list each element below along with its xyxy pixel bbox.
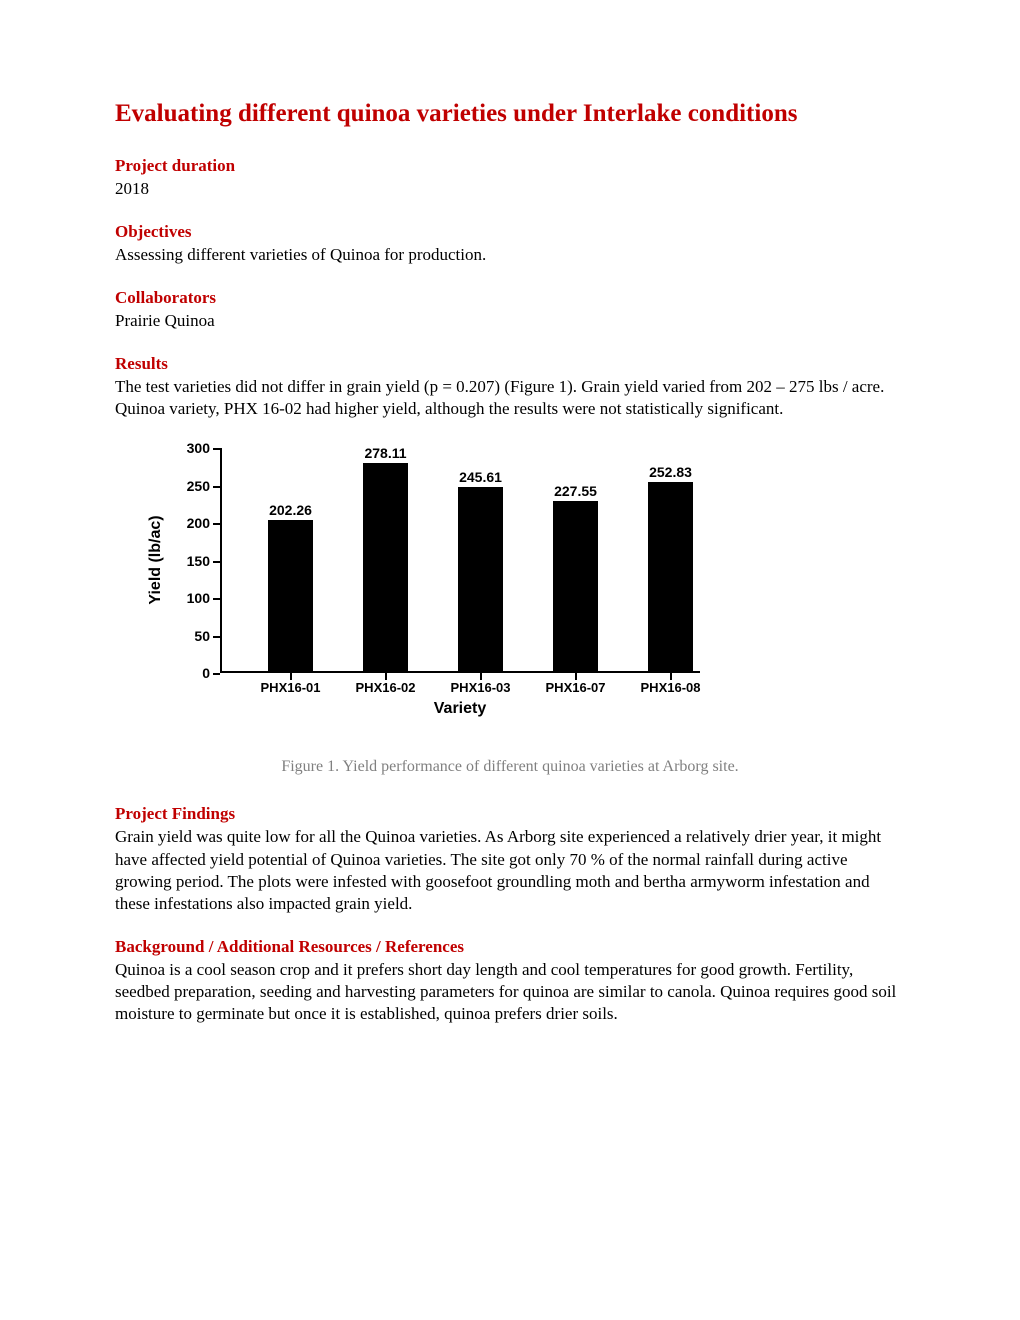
- x-tick: [480, 673, 482, 680]
- bar: [553, 501, 598, 672]
- section-duration: Project duration 2018: [115, 156, 905, 200]
- page-title: Evaluating different quinoa varieties un…: [115, 100, 905, 128]
- x-tick-label: PHX16-07: [546, 680, 606, 695]
- collaborators-heading: Collaborators: [115, 288, 905, 308]
- findings-heading: Project Findings: [115, 804, 905, 824]
- section-results: Results The test varieties did not diffe…: [115, 354, 905, 420]
- figure-caption: Figure 1. Yield performance of different…: [115, 758, 905, 776]
- x-tick-label: PHX16-02: [356, 680, 416, 695]
- y-tick-label: 200: [175, 515, 210, 531]
- bar: [363, 463, 408, 672]
- bar: [648, 482, 693, 672]
- findings-body: Grain yield was quite low for all the Qu…: [115, 826, 905, 914]
- bar-value-label: 278.11: [364, 445, 406, 461]
- background-body: Quinoa is a cool season crop and it pref…: [115, 959, 905, 1025]
- duration-heading: Project duration: [115, 156, 905, 176]
- section-background: Background / Additional Resources / Refe…: [115, 937, 905, 1025]
- bar-value-label: 227.55: [554, 483, 597, 499]
- duration-body: 2018: [115, 178, 905, 200]
- objectives-heading: Objectives: [115, 222, 905, 242]
- section-objectives: Objectives Assessing different varieties…: [115, 222, 905, 266]
- objectives-body: Assessing different varieties of Quinoa …: [115, 244, 905, 266]
- yield-bar-chart: Yield (lb/ac) Variety 050100150200250300…: [155, 448, 715, 728]
- y-axis-title: Yield (lb/ac): [147, 516, 165, 605]
- x-tick-label: PHX16-01: [261, 680, 321, 695]
- y-tick-label: 50: [175, 628, 210, 644]
- y-tick-label: 0: [175, 665, 210, 681]
- y-tick: [213, 561, 220, 563]
- x-tick-label: PHX16-03: [451, 680, 511, 695]
- background-heading: Background / Additional Resources / Refe…: [115, 937, 905, 957]
- section-collaborators: Collaborators Prairie Quinoa: [115, 288, 905, 332]
- x-tick: [290, 673, 292, 680]
- x-tick: [575, 673, 577, 680]
- y-tick: [213, 673, 220, 675]
- section-findings: Project Findings Grain yield was quite l…: [115, 804, 905, 914]
- y-tick: [213, 523, 220, 525]
- collaborators-body: Prairie Quinoa: [115, 310, 905, 332]
- results-heading: Results: [115, 354, 905, 374]
- x-tick: [385, 673, 387, 680]
- bar-value-label: 252.83: [649, 464, 692, 480]
- y-tick: [213, 636, 220, 638]
- y-tick: [213, 448, 220, 450]
- results-body: The test varieties did not differ in gra…: [115, 376, 905, 420]
- bar: [268, 520, 313, 672]
- y-tick-label: 100: [175, 590, 210, 606]
- y-tick-label: 150: [175, 553, 210, 569]
- y-tick-label: 250: [175, 478, 210, 494]
- y-tick: [213, 598, 220, 600]
- x-axis-title: Variety: [434, 700, 486, 718]
- x-tick: [670, 673, 672, 680]
- bar: [458, 487, 503, 671]
- bar-value-label: 202.26: [269, 502, 312, 518]
- bar-value-label: 245.61: [459, 469, 502, 485]
- x-tick-label: PHX16-08: [641, 680, 701, 695]
- y-tick: [213, 486, 220, 488]
- y-tick-label: 300: [175, 440, 210, 456]
